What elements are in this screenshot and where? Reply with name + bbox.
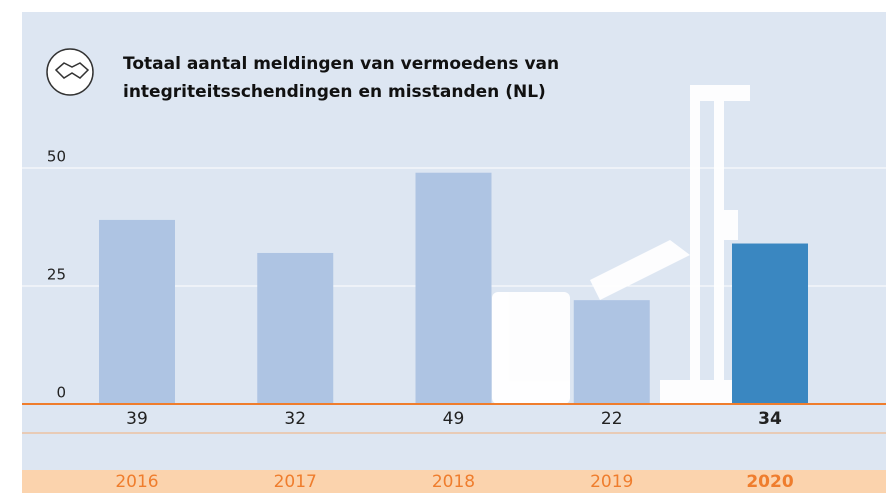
value-label: 34 xyxy=(758,409,782,429)
chart-title: integriteitsschendingen en misstanden (N… xyxy=(123,82,546,102)
chart-title: Totaal aantal meldingen van vermoedens v… xyxy=(123,54,559,74)
x-tick-label: 2019 xyxy=(590,472,633,492)
x-tick-label: 2017 xyxy=(274,472,317,492)
x-tick-label: 2016 xyxy=(115,472,158,492)
bar xyxy=(416,173,492,404)
x-tick-label: 2018 xyxy=(432,472,475,492)
value-label: 32 xyxy=(284,409,306,429)
value-label: 39 xyxy=(126,409,148,429)
bar xyxy=(257,253,333,404)
value-label: 22 xyxy=(601,409,623,429)
x-tick-label: 2020 xyxy=(746,472,793,492)
bar xyxy=(732,244,808,404)
y-tick-label: 50 xyxy=(47,148,66,166)
bar xyxy=(99,220,175,404)
y-tick-label: 25 xyxy=(47,266,66,284)
y-tick-label: 0 xyxy=(56,384,66,402)
icon xyxy=(47,49,93,95)
value-label: 49 xyxy=(443,409,465,429)
chart: Totaal aantal meldingen van vermoedens v… xyxy=(0,0,896,493)
bar xyxy=(574,300,650,404)
